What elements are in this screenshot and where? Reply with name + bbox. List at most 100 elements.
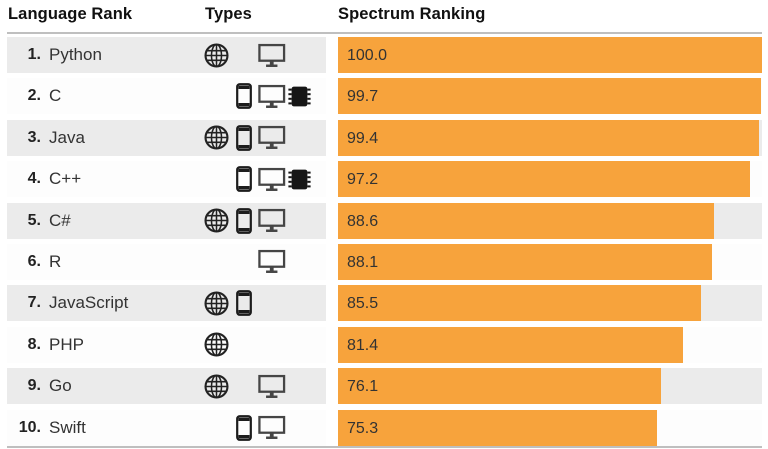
globe-icon — [203, 327, 231, 363]
embedded-chip-icon — [286, 78, 314, 114]
ranking-score: 75.3 — [347, 419, 379, 437]
table-row: 4. C++ 97.2 — [7, 161, 762, 198]
ranking-score: 85.5 — [347, 295, 379, 313]
mobile-phone-icon — [231, 203, 259, 239]
empty-type-slot — [231, 368, 259, 404]
ranking-score: 88.1 — [347, 253, 379, 271]
type-icons — [203, 410, 313, 446]
header-divider — [7, 32, 762, 34]
table-row: 8. PHP 81.4 — [7, 326, 762, 363]
desktop-monitor-icon — [258, 410, 286, 446]
rank-label: 1. — [27, 46, 41, 63]
mobile-phone-icon — [231, 410, 259, 446]
rank-label: 8. — [27, 335, 41, 353]
language-name: C# — [49, 210, 71, 230]
ranking-bar-cell: 85.5 — [338, 285, 762, 322]
language-cell: 5. C# — [7, 202, 326, 239]
language-name: Python — [49, 45, 102, 64]
table-row: 9. Go 76.1 — [7, 368, 762, 405]
empty-type-slot — [286, 203, 314, 239]
ranking-bar — [338, 78, 761, 115]
language-name: PHP — [49, 334, 84, 354]
empty-type-slot — [203, 78, 231, 114]
ranking-bar-cell: 88.6 — [338, 202, 762, 239]
empty-type-slot — [286, 368, 314, 404]
ranking-bar-cell: 81.4 — [338, 326, 762, 363]
language-name: Swift — [49, 417, 86, 437]
language-cell: 6. R — [7, 243, 326, 280]
ranking-bar-cell: 100.0 — [338, 37, 762, 73]
type-icons — [203, 244, 313, 280]
empty-type-slot — [286, 120, 314, 156]
type-icons — [203, 161, 313, 197]
table-body: 1. Python 100.0 2. C 99.7 3. Java 99.4 — [7, 37, 762, 446]
table-row: 2. C 99.7 — [7, 78, 762, 115]
type-icons — [203, 368, 313, 404]
desktop-monitor-icon — [258, 78, 286, 114]
ranking-bar-cell: 88.1 — [338, 243, 762, 280]
table-row: 5. C# 88.6 — [7, 202, 762, 239]
ranking-bar — [338, 243, 712, 280]
rank-label: 3. — [27, 128, 41, 146]
desktop-monitor-icon — [258, 37, 286, 73]
language-name: Java — [49, 127, 85, 147]
empty-type-slot — [286, 410, 314, 446]
empty-type-slot — [203, 410, 231, 446]
globe-icon — [203, 37, 231, 73]
rank-label: 9. — [27, 377, 41, 395]
table-header: Language Rank Types Spectrum Ranking — [0, 0, 768, 32]
ranking-score: 100.0 — [347, 47, 388, 64]
ranking-bar-cell: 99.4 — [338, 119, 762, 156]
language-cell: 8. PHP — [7, 326, 326, 363]
language-cell: 3. Java — [7, 119, 326, 156]
rank-label: 2. — [27, 87, 41, 105]
ranking-score: 99.4 — [347, 129, 379, 147]
ranking-bar — [338, 409, 658, 446]
desktop-monitor-icon — [258, 244, 286, 280]
globe-icon — [203, 120, 231, 156]
rank-label: 5. — [27, 211, 41, 229]
language-cell: 4. C++ — [7, 161, 326, 198]
empty-type-slot — [231, 327, 259, 363]
language-name: C++ — [49, 169, 82, 189]
ranking-score: 88.6 — [347, 212, 379, 230]
table-row: 3. Java 99.4 — [7, 119, 762, 156]
type-icons — [203, 203, 313, 239]
empty-type-slot — [286, 327, 314, 363]
type-icons — [203, 285, 313, 321]
ranking-bar — [338, 326, 684, 363]
column-header-spectrum-ranking: Spectrum Ranking — [338, 5, 486, 23]
ranking-bar — [338, 285, 701, 322]
globe-icon — [203, 368, 231, 404]
column-header-types: Types — [205, 5, 252, 23]
mobile-phone-icon — [231, 161, 259, 197]
mobile-phone-icon — [231, 78, 259, 114]
language-name: Go — [49, 376, 72, 396]
language-cell: 1. Python — [7, 37, 326, 73]
rank-label: 6. — [27, 252, 41, 270]
ranking-bar — [338, 119, 760, 156]
language-name: JavaScript — [49, 293, 129, 313]
desktop-monitor-icon — [258, 368, 286, 404]
globe-icon — [203, 285, 231, 321]
empty-type-slot — [231, 37, 259, 73]
language-name: R — [49, 251, 62, 271]
empty-type-slot — [258, 285, 286, 321]
desktop-monitor-icon — [258, 120, 286, 156]
empty-type-slot — [203, 161, 231, 197]
language-cell: 7. JavaScript — [7, 285, 326, 322]
mobile-phone-icon — [231, 285, 259, 321]
empty-type-slot — [258, 327, 286, 363]
table-row: 7. JavaScript 85.5 — [7, 285, 762, 322]
mobile-phone-icon — [231, 120, 259, 156]
column-header-language-rank: Language Rank — [8, 5, 133, 23]
rank-label: 7. — [27, 294, 41, 312]
table-bottom-border — [7, 446, 762, 448]
ranking-score: 76.1 — [347, 378, 379, 396]
table-row: 10. Swift 75.3 — [7, 409, 762, 446]
empty-type-slot — [286, 37, 314, 73]
globe-icon — [203, 203, 231, 239]
desktop-monitor-icon — [258, 203, 286, 239]
ranking-score: 97.2 — [347, 171, 379, 189]
